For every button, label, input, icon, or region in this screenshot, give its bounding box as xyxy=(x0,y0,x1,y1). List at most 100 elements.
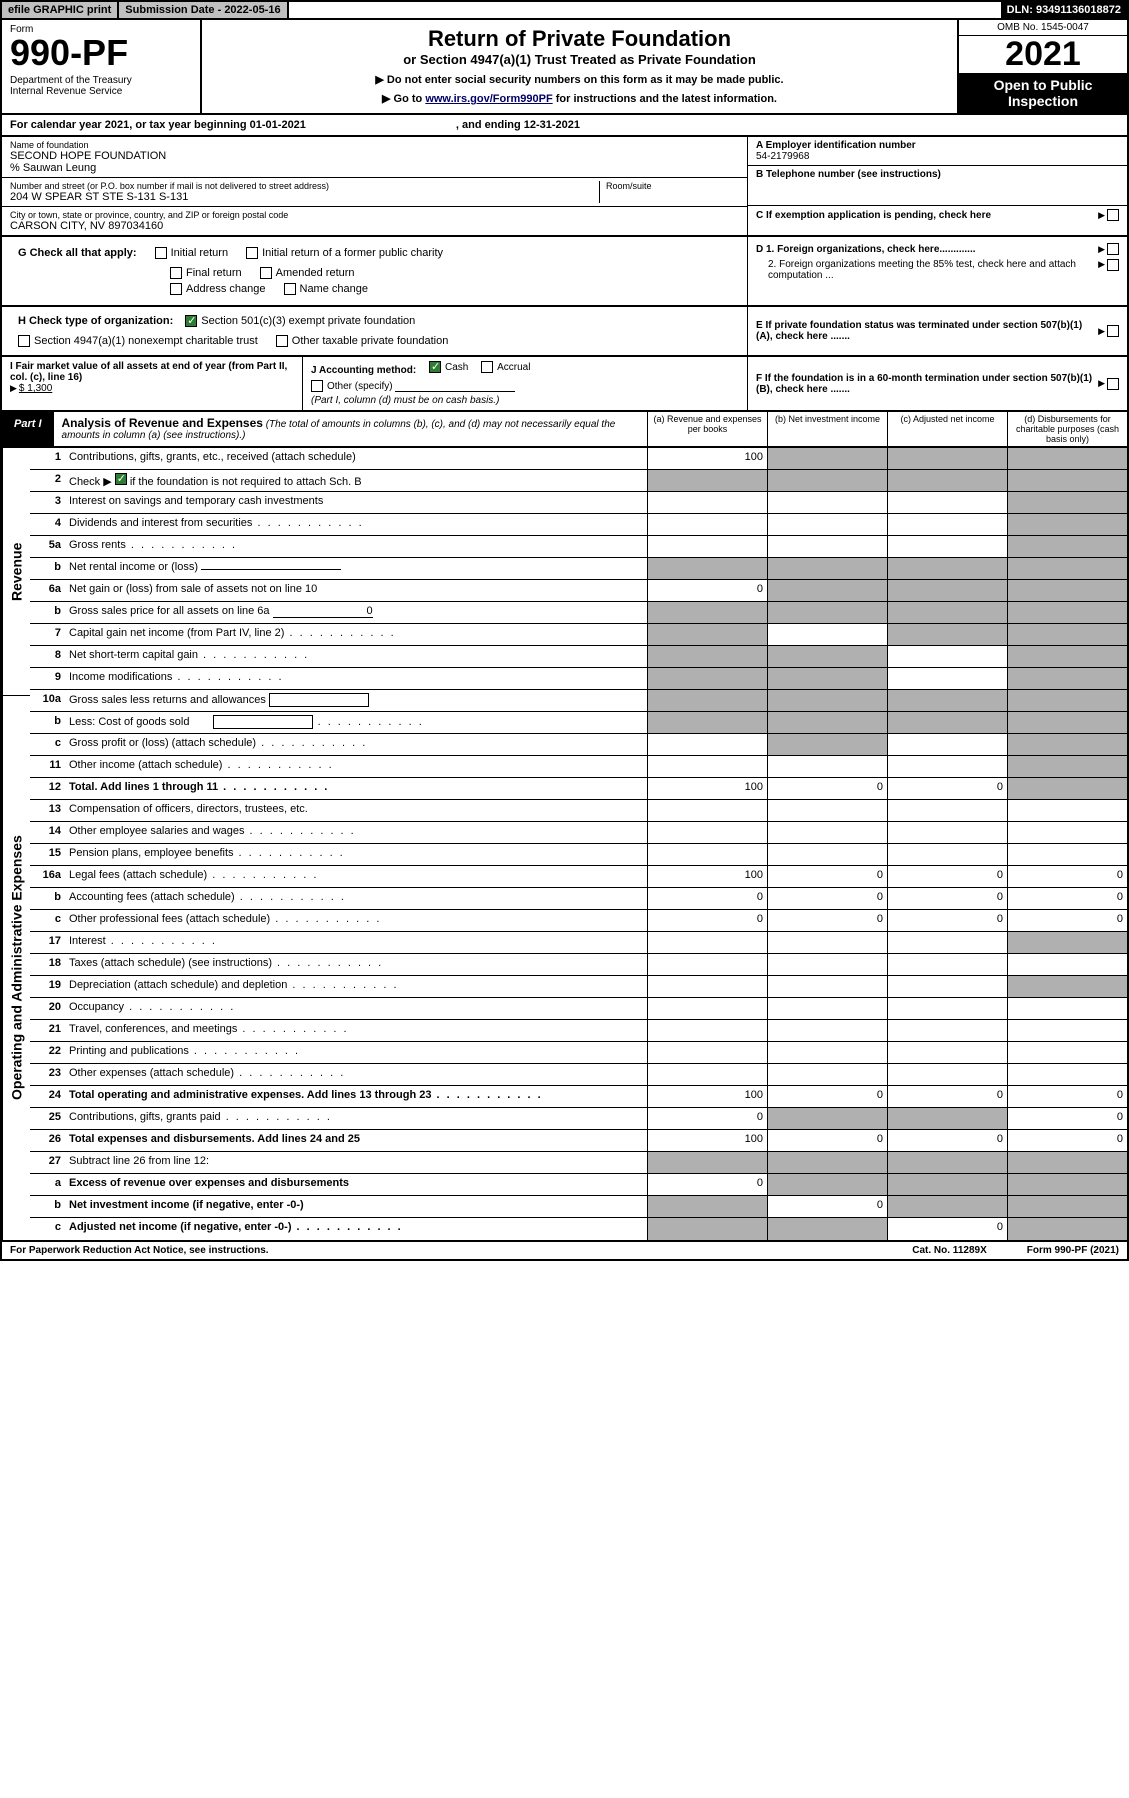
footer-left: For Paperwork Reduction Act Notice, see … xyxy=(10,1245,269,1256)
footer-form: Form 990-PF (2021) xyxy=(1027,1245,1119,1256)
col-c-hdr: (c) Adjusted net income xyxy=(887,412,1007,446)
part1-table: Operating and Administrative Expenses Re… xyxy=(0,448,1129,1242)
row-27c: Adjusted net income (if negative, enter … xyxy=(65,1218,647,1240)
r16b-b: 0 xyxy=(767,888,887,909)
f-checkbox[interactable] xyxy=(1107,378,1119,390)
r12-b: 0 xyxy=(767,778,887,799)
chk-initial-former[interactable] xyxy=(246,247,258,259)
r26-b: 0 xyxy=(767,1130,887,1151)
r24-c: 0 xyxy=(887,1086,1007,1107)
calendar-year-row: For calendar year 2021, or tax year begi… xyxy=(0,115,1129,137)
part1-label: Part I xyxy=(2,412,54,446)
r26-a: 100 xyxy=(647,1130,767,1151)
row-23: Other expenses (attach schedule) xyxy=(65,1064,647,1085)
submission-date: Submission Date - 2022-05-16 xyxy=(119,2,288,18)
chk-501c3[interactable] xyxy=(185,315,197,327)
room-label: Room/suite xyxy=(606,181,739,191)
r1-a: 100 xyxy=(647,448,767,469)
row-5b: Net rental income or (loss) xyxy=(65,558,647,579)
row-7: Capital gain net income (from Part IV, l… xyxy=(65,624,647,645)
form-number: 990-PF xyxy=(10,35,192,71)
side-revenue: Revenue xyxy=(3,448,30,696)
r27c-c: 0 xyxy=(887,1218,1007,1240)
chk-accrual[interactable] xyxy=(481,361,493,373)
note-link-row: ▶ Go to www.irs.gov/Form990PF for instru… xyxy=(208,92,951,105)
row-13: Compensation of officers, directors, tru… xyxy=(65,800,647,821)
r24-a: 100 xyxy=(647,1086,767,1107)
row-6b: Gross sales price for all assets on line… xyxy=(65,602,647,623)
chk-other-taxable[interactable] xyxy=(276,335,288,347)
row-19: Depreciation (attach schedule) and deple… xyxy=(65,976,647,997)
chk-name-change[interactable] xyxy=(284,283,296,295)
r12-a: 100 xyxy=(647,778,767,799)
row-5a: Gross rents xyxy=(65,536,647,557)
r25-a: 0 xyxy=(647,1108,767,1129)
r6a-a: 0 xyxy=(647,580,767,601)
row-21: Travel, conferences, and meetings xyxy=(65,1020,647,1041)
r16c-a: 0 xyxy=(647,910,767,931)
chk-4947[interactable] xyxy=(18,335,30,347)
r27a-a: 0 xyxy=(647,1174,767,1195)
dln: DLN: 93491136018872 xyxy=(1001,2,1127,18)
col-a-hdr: (a) Revenue and expenses per books xyxy=(647,412,767,446)
row-27a: Excess of revenue over expenses and disb… xyxy=(65,1174,647,1195)
footer: For Paperwork Reduction Act Notice, see … xyxy=(0,1242,1129,1261)
row-27b: Net investment income (if negative, ente… xyxy=(65,1196,647,1217)
chk-schb[interactable] xyxy=(115,473,127,485)
row-8: Net short-term capital gain xyxy=(65,646,647,667)
entity-info: Name of foundation SECOND HOPE FOUNDATIO… xyxy=(0,137,1129,237)
efile-label[interactable]: efile GRAPHIC print xyxy=(2,2,119,18)
chk-initial[interactable] xyxy=(155,247,167,259)
arrow-icon xyxy=(1098,210,1107,221)
irs-link[interactable]: www.irs.gov/Form990PF xyxy=(425,93,552,105)
r12-c: 0 xyxy=(887,778,1007,799)
city-state-zip: CARSON CITY, NV 897034160 xyxy=(10,220,739,232)
r16a-c: 0 xyxy=(887,866,1007,887)
row-6a: Net gain or (loss) from sale of assets n… xyxy=(65,580,647,601)
row-25: Contributions, gifts, grants paid xyxy=(65,1108,647,1129)
col-b-hdr: (b) Net investment income xyxy=(767,412,887,446)
row-16c: Other professional fees (attach schedule… xyxy=(65,910,647,931)
row-22: Printing and publications xyxy=(65,1042,647,1063)
row-4: Dividends and interest from securities xyxy=(65,514,647,535)
chk-other-method[interactable] xyxy=(311,380,323,392)
d1-checkbox[interactable] xyxy=(1107,243,1119,255)
dept-treasury: Department of the Treasury Internal Reve… xyxy=(10,75,192,97)
chk-amended[interactable] xyxy=(260,267,272,279)
foundation-name: SECOND HOPE FOUNDATION xyxy=(10,150,739,162)
r16c-d: 0 xyxy=(1007,910,1127,931)
chk-cash[interactable] xyxy=(429,361,441,373)
c-checkbox[interactable] xyxy=(1107,209,1119,221)
city-label: City or town, state or province, country… xyxy=(10,210,739,220)
e-label: E If private foundation status was termi… xyxy=(756,320,1098,342)
c-exemption-label: C If exemption application is pending, c… xyxy=(756,210,991,221)
tax-year: 2021 xyxy=(959,36,1127,73)
name-label: Name of foundation xyxy=(10,140,739,150)
r16a-a: 100 xyxy=(647,866,767,887)
form-title: Return of Private Foundation xyxy=(208,26,951,52)
row-20: Occupancy xyxy=(65,998,647,1019)
col-d-hdr: (d) Disbursements for charitable purpose… xyxy=(1007,412,1127,446)
row-11: Other income (attach schedule) xyxy=(65,756,647,777)
d2-checkbox[interactable] xyxy=(1107,259,1119,271)
r24-d: 0 xyxy=(1007,1086,1127,1107)
part1-title: Analysis of Revenue and Expenses xyxy=(62,416,263,430)
open-public: Open to Public Inspection xyxy=(959,73,1127,113)
ein-value: 54-2179968 xyxy=(756,151,1119,162)
r16a-b: 0 xyxy=(767,866,887,887)
i-value: $ 1,300 xyxy=(19,383,52,394)
row-18: Taxes (attach schedule) (see instruction… xyxy=(65,954,647,975)
row-24: Total operating and administrative expen… xyxy=(65,1086,647,1107)
i-label: I Fair market value of all assets at end… xyxy=(10,361,287,383)
part1-header: Part I Analysis of Revenue and Expenses … xyxy=(0,412,1129,448)
e-checkbox[interactable] xyxy=(1107,325,1119,337)
r16b-a: 0 xyxy=(647,888,767,909)
row-16a: Legal fees (attach schedule) xyxy=(65,866,647,887)
row-14: Other employee salaries and wages xyxy=(65,822,647,843)
row-26: Total expenses and disbursements. Add li… xyxy=(65,1130,647,1151)
chk-addr-change[interactable] xyxy=(170,283,182,295)
row-27: Subtract line 26 from line 12: xyxy=(65,1152,647,1173)
form-subtitle: or Section 4947(a)(1) Trust Treated as P… xyxy=(208,52,951,67)
j-label: J Accounting method: xyxy=(311,365,416,376)
street-address: 204 W SPEAR ST STE S-131 S-131 xyxy=(10,191,599,203)
